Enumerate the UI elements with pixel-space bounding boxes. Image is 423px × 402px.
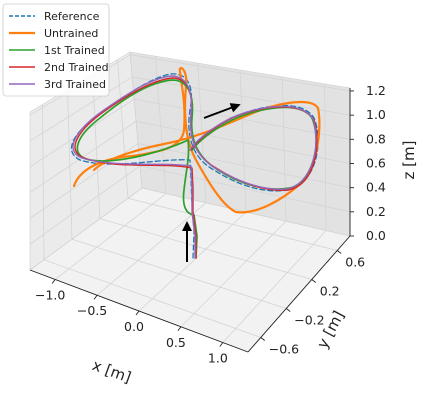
z-tick-label: 1.0 bbox=[366, 107, 386, 122]
axes: −1.0−0.50.00.51.0−0.6−0.20.20.60.00.20.4… bbox=[29, 83, 418, 387]
z-axis-label: z [m] bbox=[400, 141, 418, 180]
series-layer bbox=[70, 67, 321, 259]
z-tick-label: 0.0 bbox=[366, 228, 386, 243]
legend-label-3: 1st Trained bbox=[44, 44, 105, 57]
z-grid-line bbox=[29, 98, 351, 168]
x-tick-mark bbox=[219, 342, 224, 347]
z-tick-label: 0.8 bbox=[366, 131, 386, 146]
z-grid-line bbox=[29, 76, 351, 142]
x-tick-mark bbox=[93, 294, 98, 300]
z-tick-label: 1.2 bbox=[366, 83, 386, 98]
x-tick-mark bbox=[177, 326, 182, 332]
legend-label-2: Untrained bbox=[44, 27, 98, 40]
annotation-arrows bbox=[182, 103, 241, 262]
y-tick-label: −0.2 bbox=[294, 313, 324, 328]
y-tick-label: −0.6 bbox=[269, 342, 299, 357]
x-tick-mark bbox=[135, 310, 140, 316]
series-line-5 bbox=[72, 75, 317, 259]
y-tick-mark bbox=[260, 337, 266, 341]
direction-arrow bbox=[203, 103, 241, 119]
y-tick-mark bbox=[336, 250, 342, 254]
z-tick-label: 0.4 bbox=[366, 180, 386, 195]
series-line-2 bbox=[72, 67, 321, 214]
legend-label-4: 2nd Trained bbox=[44, 61, 109, 74]
x-tick-label: 0.0 bbox=[124, 319, 144, 334]
x-axis-label: x [m] bbox=[90, 356, 134, 387]
z-grid-line bbox=[29, 120, 351, 193]
legend-box bbox=[2, 3, 110, 97]
y-axis-line bbox=[247, 235, 351, 353]
z-grid-line bbox=[29, 187, 351, 271]
y-tick-label: 0.6 bbox=[345, 255, 365, 270]
z-tick-label: 0.2 bbox=[366, 204, 386, 219]
y-tick-mark bbox=[311, 279, 317, 283]
z-grid-line bbox=[29, 143, 351, 219]
x-tick-label: 0.5 bbox=[166, 335, 186, 350]
z-tick-label: 0.6 bbox=[366, 155, 386, 170]
legend: Reference Untrained 1st Trained 2nd Trained… bbox=[2, 3, 110, 97]
x-tick-label: −1.0 bbox=[35, 287, 65, 302]
series-line-1 bbox=[70, 73, 319, 259]
x-tick-label: −0.5 bbox=[77, 303, 107, 318]
x-tick-label: 1.0 bbox=[208, 351, 228, 366]
legend-label-5: 3rd Trained bbox=[44, 78, 106, 91]
y-tick-mark bbox=[285, 308, 291, 312]
legend-label-1: Reference bbox=[44, 10, 100, 23]
y-tick-label: 0.2 bbox=[320, 284, 340, 299]
x-tick-mark bbox=[51, 279, 56, 284]
